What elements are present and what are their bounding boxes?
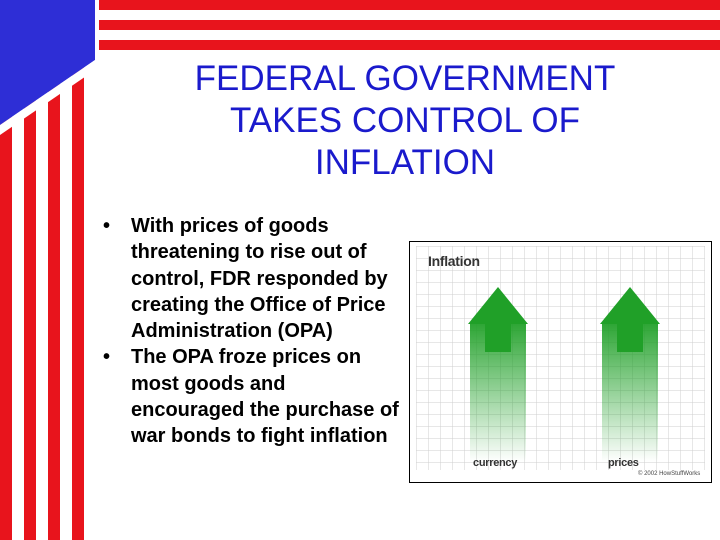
inflation-illustration: Inflation currency prices © 2002 HowStuf… [409,241,712,483]
bullet-item: The OPA froze prices on most goods and e… [103,344,403,449]
slide-title: FEDERAL GOVERNMENT TAKES CONTROL OF INFL… [130,58,680,184]
currency-arrow-up-icon [468,287,528,462]
copyright-text: © 2002 HowStuffWorks [638,471,701,477]
inflation-graphic [416,246,705,470]
currency-label: currency [473,457,518,469]
prices-arrow-up-icon [600,287,660,462]
bullet-list: With prices of goods threatening to rise… [103,213,403,450]
figure-title: Inflation [428,253,480,269]
title-line: TAKES CONTROL OF [229,101,581,140]
title-line: FEDERAL GOVERNMENT [194,59,616,98]
bullet-item: With prices of goods threatening to rise… [103,213,403,344]
title-line: INFLATION [314,143,496,182]
prices-label: prices [608,457,639,469]
